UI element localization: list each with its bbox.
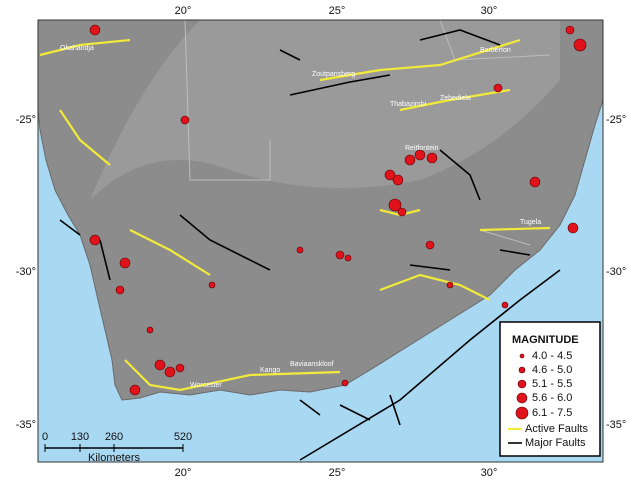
lon-label: 30°: [481, 467, 498, 479]
legend: MAGNITUDE 4.0 - 4.5 4.6 - 5.0 5.1 - 5.5 …: [499, 321, 601, 457]
scale-tick: 520: [174, 431, 192, 443]
place-label: Worcester: [190, 382, 222, 389]
place-label: Baviaanskloof: [290, 361, 334, 368]
legend-label: Active Faults: [525, 423, 588, 435]
lon-label: 25°: [329, 467, 346, 479]
scale-bar: 0 130 260 520 Kilometers: [42, 431, 192, 464]
place-label: Kango: [260, 367, 280, 374]
place-label: Zebediela: [440, 95, 471, 102]
lon-label: 20°: [175, 467, 192, 479]
lon-label: 25°: [329, 5, 346, 17]
place-label: Reitfontein: [405, 145, 439, 152]
lon-label: 30°: [481, 5, 498, 17]
place-label: Barberton: [480, 47, 511, 54]
legend-label: 5.1 - 5.5: [532, 378, 572, 390]
lat-label: -35°: [606, 419, 626, 431]
legend-label: 5.6 - 6.0: [532, 392, 572, 404]
scale-tick: 130: [71, 431, 89, 443]
earthquakes: [89, 24, 587, 396]
lat-label: -30°: [16, 266, 36, 278]
place-labels: Okahandja Zoutpansberg Thabazimbi Zebedi…: [60, 45, 541, 389]
lat-label: -35°: [16, 419, 36, 431]
faults: [39, 29, 561, 461]
scale-tick: 260: [105, 431, 123, 443]
lat-label: -25°: [16, 114, 36, 126]
legend-label: Major Faults: [525, 437, 586, 449]
scale-unit: Kilometers: [88, 452, 140, 464]
graticule-labels: 20° 25° 30° 20° 25° 30° -25° -30° -35° -…: [16, 5, 627, 479]
map-frame: [37, 19, 604, 463]
place-label: Tugela: [520, 219, 541, 226]
place-label: Thabazimbi: [390, 101, 427, 108]
place-label: Zoutpansberg: [312, 71, 355, 78]
legend-label: 6.1 - 7.5: [532, 407, 572, 419]
place-label: Okahandja: [60, 45, 94, 52]
legend-label: 4.6 - 5.0: [532, 364, 572, 376]
legend-label: 4.0 - 4.5: [532, 350, 572, 362]
lat-label: -25°: [606, 114, 626, 126]
lat-label: -30°: [606, 266, 626, 278]
legend-title: MAGNITUDE: [512, 334, 579, 346]
scale-tick: 0: [42, 431, 48, 443]
lon-label: 20°: [175, 5, 192, 17]
